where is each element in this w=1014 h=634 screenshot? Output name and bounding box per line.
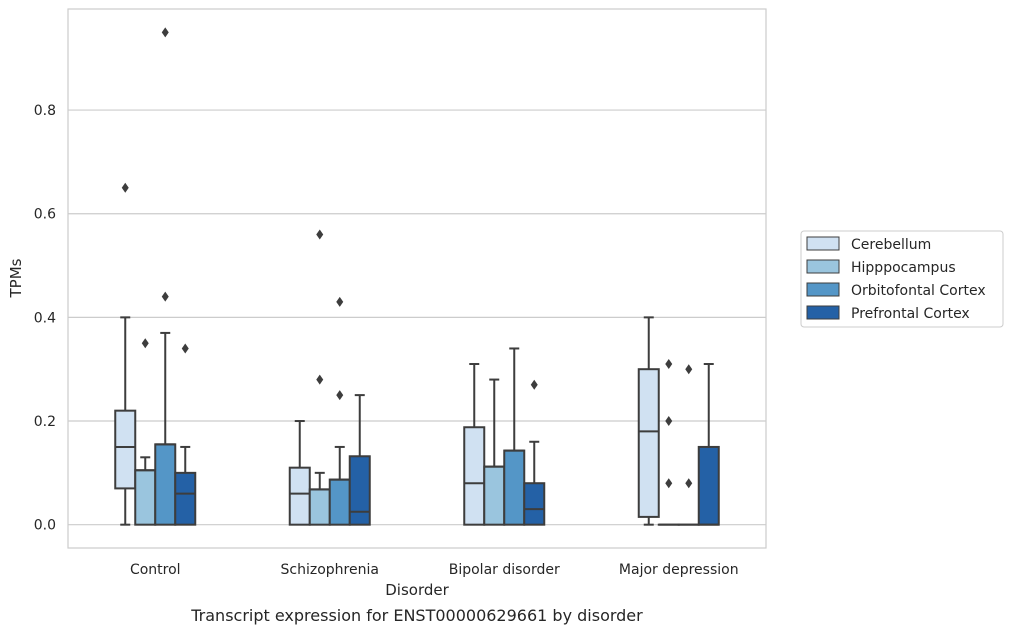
outlier-point — [530, 379, 538, 390]
box-body — [483, 465, 506, 526]
legend-swatch — [806, 305, 840, 320]
legend-swatch — [806, 282, 840, 297]
legend-label: Hipppocampus — [851, 260, 956, 276]
outlier-point — [141, 338, 149, 349]
box-body — [463, 426, 486, 526]
legend-label: Prefrontal Cortex — [851, 306, 970, 322]
legend-label: Cerebellum — [851, 237, 931, 253]
outlier-point — [161, 27, 169, 38]
y-tick-labels: 0.0 0.2 0.4 0.6 0.8 — [34, 103, 56, 534]
outlier-point — [665, 359, 673, 370]
legend-swatch — [806, 236, 840, 251]
outlier-point — [685, 478, 693, 489]
box-prefrontal-cortex — [697, 363, 720, 526]
y-axis-title: TPMs — [7, 258, 25, 298]
box-body — [523, 482, 546, 526]
y-tick-label: 0.0 — [34, 518, 56, 534]
x-tick-label: Control — [130, 562, 181, 578]
box-orbitofontal-cortex — [328, 296, 351, 526]
box-cerebellum — [114, 182, 137, 526]
box-prefrontal-cortex — [348, 394, 371, 526]
legend-frame — [800, 230, 1004, 328]
x-tick-label: Major depression — [619, 562, 739, 578]
x-tick-label: Bipolar disorder — [449, 562, 560, 578]
figure-caption: Transcript expression for ENST0000062966… — [191, 606, 643, 625]
box-prefrontal-cortex — [174, 343, 197, 526]
y-tick-label: 0.6 — [34, 207, 56, 223]
box-cerebellum — [288, 420, 311, 526]
outlier-point — [316, 374, 324, 385]
box-hipppocampus — [134, 338, 157, 526]
box-hipppocampus — [308, 229, 331, 526]
box-prefrontal-cortex — [523, 379, 546, 526]
outlier-point — [665, 478, 673, 489]
box-body — [308, 488, 331, 526]
box-body — [348, 455, 371, 526]
outlier-point — [121, 182, 129, 193]
legend: Cerebellum Hipppocampus Orbitofontal Corte… — [800, 230, 1004, 328]
outlier-point — [336, 390, 344, 401]
box-cerebellum — [637, 316, 660, 526]
box-body — [114, 409, 137, 490]
legend-label: Orbitofontal Cortex — [851, 283, 986, 299]
box-hipppocampus — [483, 378, 506, 526]
box-orbitofontal-cortex — [677, 364, 700, 526]
x-tick-labels: Control Schizophrenia Bipolar disorder Majo… — [130, 562, 739, 578]
legend-swatch — [806, 259, 840, 274]
box-plots — [114, 27, 720, 526]
outlier-point — [665, 416, 673, 427]
box-body — [174, 471, 197, 526]
plot-frame — [67, 8, 767, 549]
x-axis-title: Disorder — [385, 581, 449, 599]
box-body — [637, 368, 660, 518]
box-body — [134, 469, 157, 526]
box-body — [154, 443, 177, 526]
y-tick-label: 0.4 — [34, 310, 56, 326]
box-body — [697, 445, 720, 526]
y-tick-label: 0.2 — [34, 414, 56, 430]
box-body — [503, 449, 526, 526]
box-orbitofontal-cortex — [154, 27, 177, 526]
outlier-point — [336, 296, 344, 307]
x-tick-label: Schizophrenia — [281, 562, 379, 578]
outlier-point — [161, 291, 169, 302]
box-cerebellum — [463, 363, 486, 526]
outlier-point — [685, 364, 693, 375]
box-orbitofontal-cortex — [503, 347, 526, 526]
outlier-point — [181, 343, 189, 354]
outlier-point — [316, 229, 324, 240]
y-tick-label: 0.8 — [34, 103, 56, 119]
box-body — [328, 478, 351, 526]
box-body — [288, 466, 311, 526]
box-hipppocampus — [657, 359, 680, 526]
